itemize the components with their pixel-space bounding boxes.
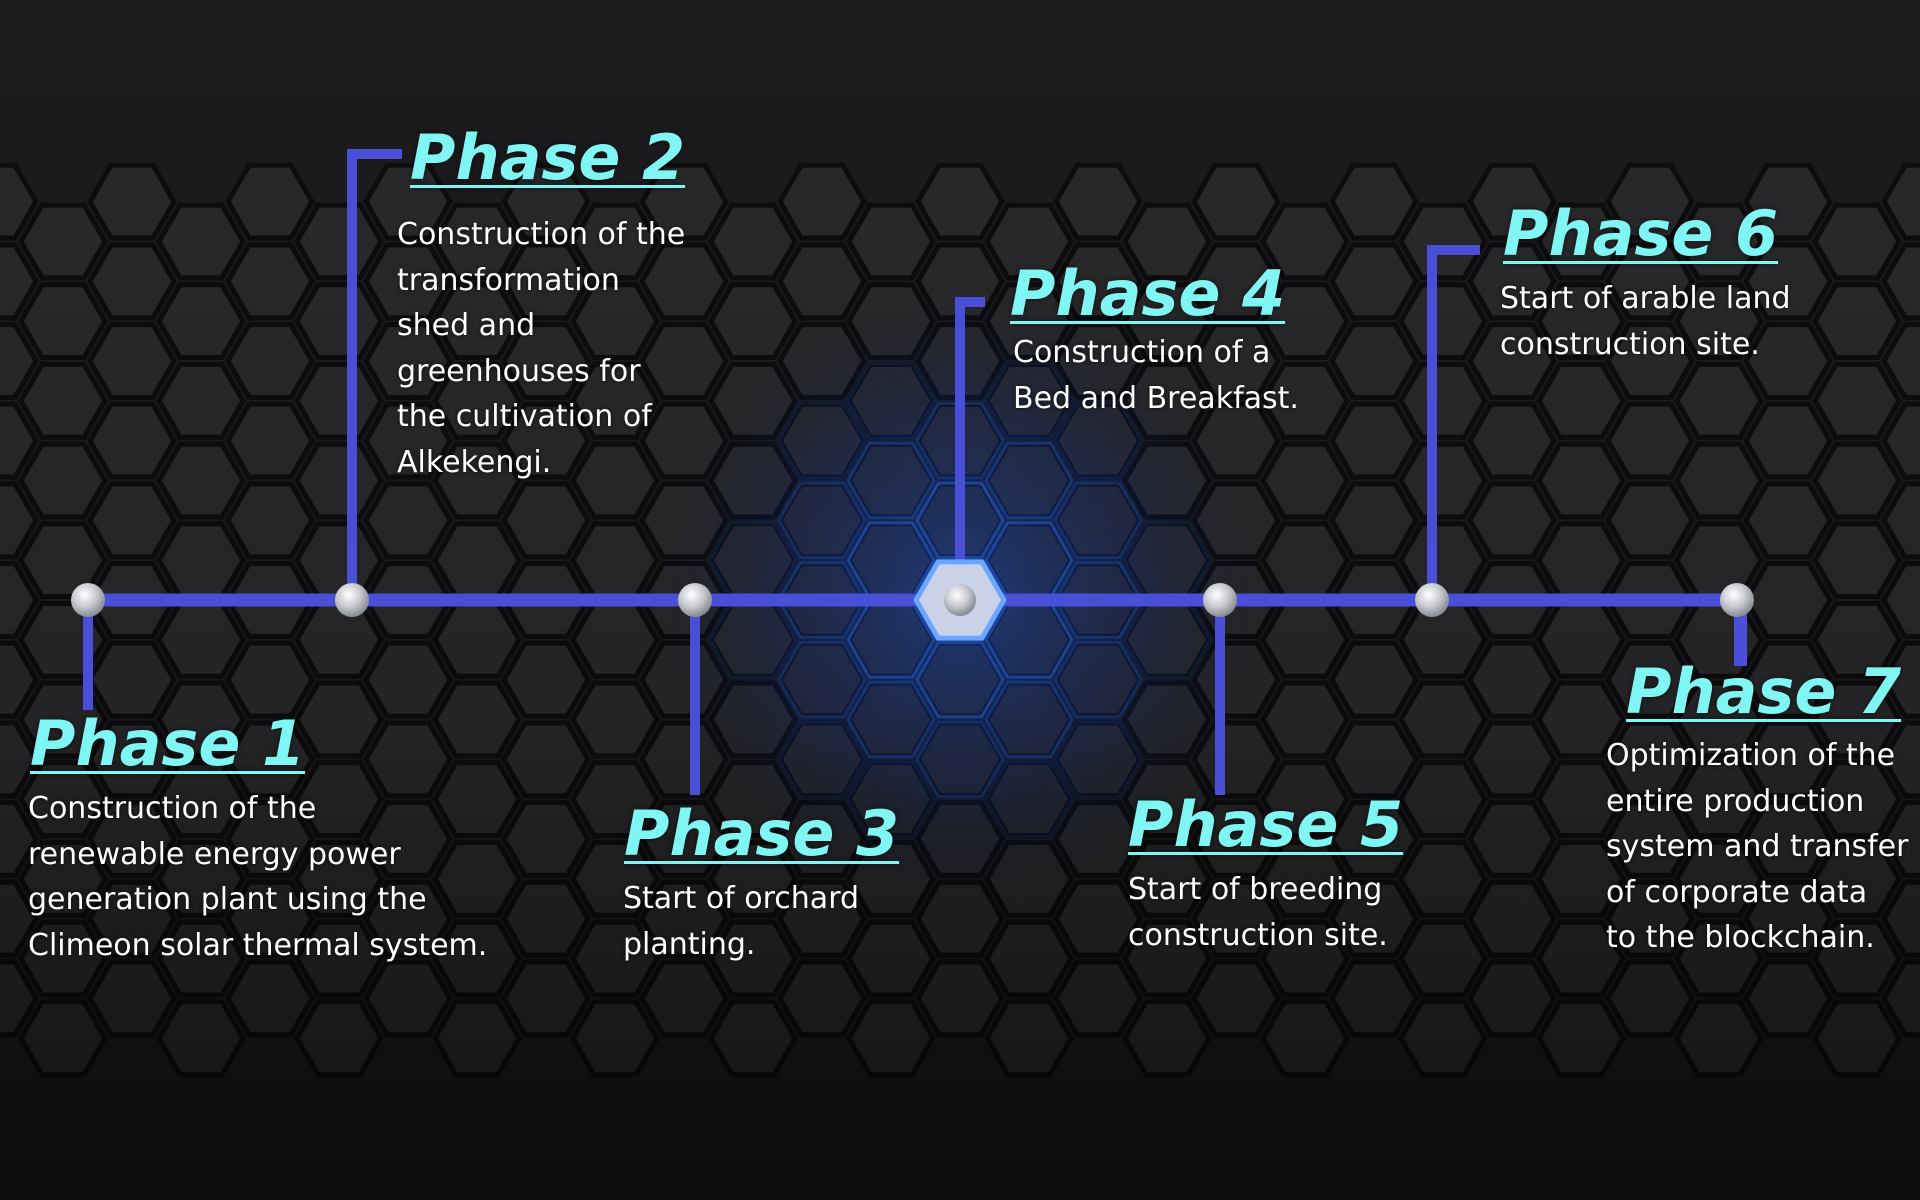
timeline-node-3 (678, 583, 712, 617)
phase-6-title: Phase 6 (1503, 197, 1779, 270)
timeline-node-1 (71, 583, 105, 617)
phase-7-description: Optimization of the entire production sy… (1606, 733, 1908, 961)
phase-3-line: Start of orchard (623, 881, 860, 916)
phase-6-line: construction site. (1500, 326, 1760, 362)
phase-6-description: Start of arable land construction site. (1500, 276, 1791, 367)
phase-3-description: Start of orchard planting. (623, 876, 859, 967)
phase-1-line: Construction of the (28, 791, 317, 826)
timeline-node-2 (335, 583, 369, 617)
phase-4-description: Construction of a Bed and Breakfast. (1013, 330, 1299, 421)
phase-1-line: Climeon solar thermal system. (28, 927, 488, 963)
phase-7-title: Phase 7 (1626, 655, 1902, 728)
phase-4-line: Construction of a (1013, 335, 1271, 370)
phase-2-line: transformation (397, 262, 620, 298)
timeline-node-7 (1720, 583, 1754, 617)
connector-phase-4 (955, 297, 985, 600)
phase-7-line: of corporate data (1606, 874, 1868, 910)
phase-2-line: shed and (397, 308, 536, 343)
phase-2-line: greenhouses for (397, 353, 641, 389)
connector-phase-6 (1427, 245, 1480, 600)
phase-2-line: Alkekengi. (397, 444, 552, 480)
timeline-node-5 (1203, 583, 1237, 617)
phase-6-line: Start of arable land (1500, 281, 1791, 316)
phase-7-line: system and transfer (1606, 829, 1909, 864)
phase-5-description: Start of breeding construction site. (1128, 867, 1388, 958)
phase-5-title: Phase 5 (1128, 788, 1404, 861)
phase-1-line: generation plant using the (28, 882, 427, 917)
phase-2-title: Phase 2 (410, 121, 686, 194)
connector-phase-2 (347, 149, 402, 600)
phase-2-line: Construction of the (397, 217, 686, 252)
phase-1-description: Construction of the renewable energy pow… (28, 786, 487, 968)
phase-7-line: entire production (1606, 783, 1865, 819)
timeline-node-4 (944, 584, 976, 616)
phase-7-line: to the blockchain. (1606, 920, 1875, 955)
phase-5-line: construction site. (1128, 917, 1388, 953)
phase-3-title: Phase 3 (624, 797, 900, 870)
phase-5-line: Start of breeding (1128, 872, 1383, 907)
phase-3-line: planting. (623, 926, 756, 962)
phase-1-title: Phase 1 (30, 707, 306, 780)
phase-4-line: Bed and Breakfast. (1013, 380, 1299, 416)
phase-1-line: renewable energy power (28, 836, 401, 872)
phase-7-line: Optimization of the (1606, 738, 1896, 773)
phase-2-line: the cultivation of (397, 399, 652, 434)
phase-4-title: Phase 4 (1010, 257, 1286, 330)
timeline-node-6 (1415, 583, 1449, 617)
phase-2-description: Construction of the transformation shed … (397, 212, 685, 485)
